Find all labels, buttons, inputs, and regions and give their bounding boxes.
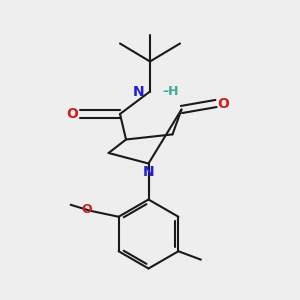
Text: O: O — [66, 107, 78, 121]
Text: O: O — [81, 203, 92, 216]
Text: N: N — [143, 165, 154, 179]
Text: –H: –H — [162, 85, 178, 98]
Text: O: O — [218, 97, 230, 110]
Text: N: N — [132, 85, 144, 98]
